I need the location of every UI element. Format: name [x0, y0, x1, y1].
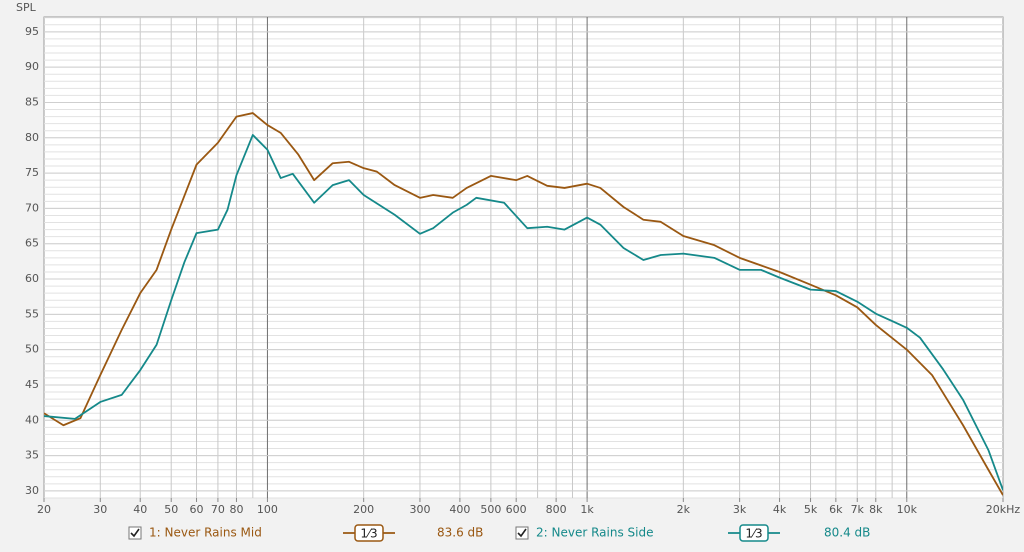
x-tick-label: 20kHz — [986, 503, 1021, 516]
legend-label: 2: Never Rains Side — [536, 526, 653, 540]
x-tick-label: 70 — [211, 503, 225, 516]
x-tick-label: 10k — [897, 503, 918, 516]
x-tick-label: 60 — [190, 503, 204, 516]
y-tick-label: 90 — [25, 60, 39, 73]
x-tick-label: 300 — [409, 503, 430, 516]
level-label: 80.4 dB — [824, 526, 870, 540]
smoothing-box — [354, 524, 384, 542]
x-tick-label: 80 — [229, 503, 243, 516]
x-tick-label: 8k — [869, 503, 883, 516]
y-axis-label: SPL — [16, 1, 37, 14]
x-tick-label: 30 — [93, 503, 107, 516]
y-tick-label: 35 — [25, 449, 39, 462]
y-tick-label: 30 — [25, 484, 39, 497]
checkbox-tick — [517, 528, 527, 538]
x-tick-label: 7k — [851, 503, 865, 516]
smoothing-label: 1⁄3 — [745, 527, 762, 541]
y-tick-label: 50 — [25, 343, 39, 356]
x-tick-label: 500 — [480, 503, 501, 516]
x-tick-label: 600 — [506, 503, 527, 516]
x-tick-label: 100 — [257, 503, 278, 516]
series-line — [44, 134, 1003, 491]
y-tick-label: 75 — [25, 166, 39, 179]
y-tick-label: 95 — [25, 25, 39, 38]
y-tick-label: 70 — [25, 201, 39, 214]
x-tick-label: 1k — [580, 503, 594, 516]
y-tick-label: 65 — [25, 237, 39, 250]
x-tick-label: 2k — [677, 503, 691, 516]
legend: 1: Never Rains Mid 1⁄3 83.6 dB 2: Never Rai… — [128, 524, 870, 542]
x-tick-label: 400 — [449, 503, 470, 516]
smoothing-box — [739, 524, 769, 542]
x-tick-label: 5k — [804, 503, 818, 516]
x-tick-label: 200 — [353, 503, 374, 516]
x-tick-label: 50 — [164, 503, 178, 516]
x-tick-label: 40 — [133, 503, 147, 516]
y-tick-label: 60 — [25, 272, 39, 285]
smoothing-label: 1⁄3 — [360, 527, 377, 541]
smoothing-button[interactable]: 1⁄3 — [728, 524, 780, 542]
series-checkbox[interactable] — [128, 526, 142, 540]
legend-label: 1: Never Rains Mid — [149, 526, 262, 540]
x-tick-label: 800 — [546, 503, 567, 516]
checkbox-tick — [130, 528, 140, 538]
smoothing-button[interactable]: 1⁄3 — [343, 524, 395, 542]
x-tick-label: 20 — [37, 503, 51, 516]
series-checkbox[interactable] — [515, 526, 529, 540]
y-tick-label: 55 — [25, 307, 39, 320]
checkbox-box — [128, 526, 142, 540]
grid — [44, 17, 1003, 499]
x-tick-label: 3k — [733, 503, 747, 516]
x-tick-label: 6k — [829, 503, 843, 516]
lines — [44, 112, 1003, 496]
y-tick-label: 85 — [25, 95, 39, 108]
level-label: 83.6 dB — [437, 526, 483, 540]
series-line — [44, 112, 1003, 496]
checkbox-box — [515, 526, 529, 540]
y-tick-label: 80 — [25, 131, 39, 144]
y-tick-label: 40 — [25, 413, 39, 426]
y-tick-label: 45 — [25, 378, 39, 391]
x-tick-label: 4k — [773, 503, 787, 516]
